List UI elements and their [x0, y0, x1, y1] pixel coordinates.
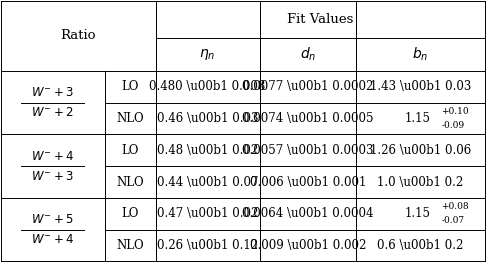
Text: 1.0 \u00b1 0.2: 1.0 \u00b1 0.2 [377, 176, 464, 189]
Text: $W^{-}+5$: $W^{-}+5$ [32, 213, 74, 226]
Text: 1.43 \u00b1 0.03: 1.43 \u00b1 0.03 [370, 80, 471, 94]
Text: 0.26 \u00b1 0.12: 0.26 \u00b1 0.12 [157, 239, 258, 252]
Text: 0.006 \u00b1 0.001: 0.006 \u00b1 0.001 [250, 176, 366, 189]
Text: 1.15: 1.15 [405, 207, 431, 220]
Text: 1.26 \u00b1 0.06: 1.26 \u00b1 0.06 [370, 144, 471, 157]
Text: 0.0064 \u00b1 0.0004: 0.0064 \u00b1 0.0004 [242, 207, 374, 220]
Text: $\eta_n$: $\eta_n$ [199, 47, 216, 62]
Text: Fit Values: Fit Values [287, 13, 353, 26]
Text: $W^{-}+3$: $W^{-}+3$ [32, 170, 74, 183]
Text: $d_n$: $d_n$ [300, 46, 316, 63]
Text: NLO: NLO [116, 112, 144, 125]
Text: $W^{-}+3$: $W^{-}+3$ [32, 86, 74, 99]
Text: 0.46 \u00b1 0.03: 0.46 \u00b1 0.03 [157, 112, 258, 125]
Text: LO: LO [122, 144, 139, 157]
Text: $W^{-}+2$: $W^{-}+2$ [32, 106, 74, 119]
Text: $W^{-}+4$: $W^{-}+4$ [31, 150, 74, 163]
Text: 0.44 \u00b1 0.07: 0.44 \u00b1 0.07 [157, 176, 258, 189]
Text: 0.0074 \u00b1 0.0005: 0.0074 \u00b1 0.0005 [242, 112, 374, 125]
Text: 0.0057 \u00b1 0.0003: 0.0057 \u00b1 0.0003 [242, 144, 374, 157]
Text: +0.08: +0.08 [441, 202, 469, 211]
Text: -0.09: -0.09 [441, 121, 464, 130]
Text: $W^{-}+4$: $W^{-}+4$ [31, 233, 74, 246]
Text: -0.07: -0.07 [441, 216, 464, 225]
Text: LO: LO [122, 80, 139, 94]
Text: LO: LO [122, 207, 139, 220]
Text: $b_n$: $b_n$ [412, 46, 429, 63]
Text: 0.47 \u00b1 0.02: 0.47 \u00b1 0.02 [157, 207, 258, 220]
Text: NLO: NLO [116, 239, 144, 252]
Text: +0.10: +0.10 [441, 107, 469, 116]
Text: NLO: NLO [116, 176, 144, 189]
Text: 0.480 \u00b1 0.008: 0.480 \u00b1 0.008 [149, 80, 266, 94]
Text: Ratio: Ratio [60, 29, 96, 42]
Text: 0.009 \u00b1 0.002: 0.009 \u00b1 0.002 [250, 239, 366, 252]
Text: 0.0077 \u00b1 0.0002: 0.0077 \u00b1 0.0002 [242, 80, 374, 94]
Text: 0.48 \u00b1 0.02: 0.48 \u00b1 0.02 [157, 144, 258, 157]
Text: 0.6 \u00b1 0.2: 0.6 \u00b1 0.2 [377, 239, 464, 252]
Text: 1.15: 1.15 [405, 112, 431, 125]
